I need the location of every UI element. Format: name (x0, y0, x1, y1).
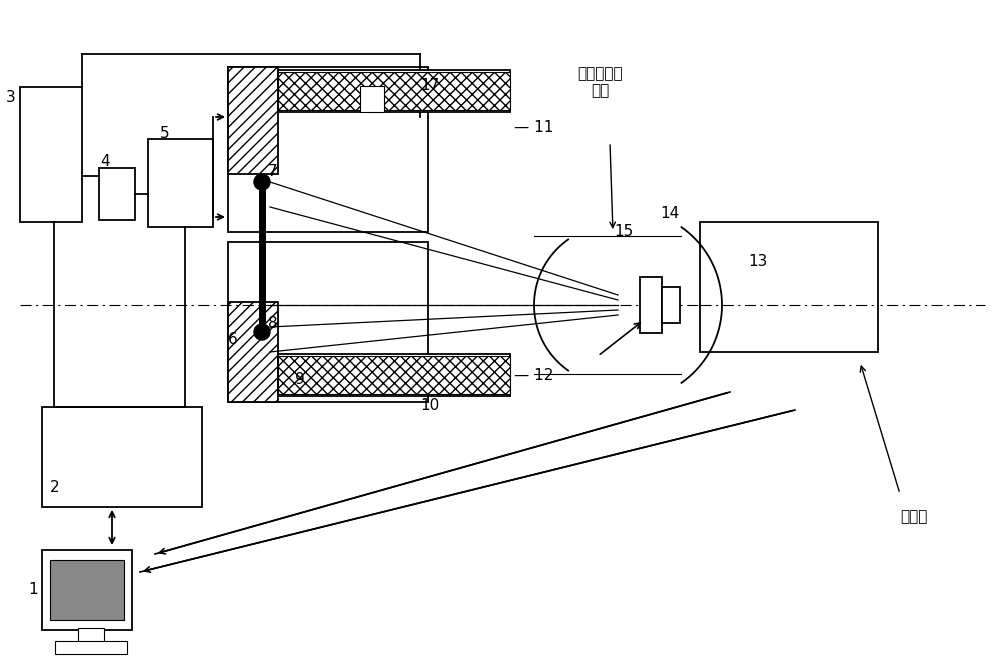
Bar (42, 550, 132, 630)
Text: 15: 15 (614, 224, 633, 239)
Bar (20, 87, 82, 222)
Text: 14: 14 (660, 206, 679, 222)
Bar (78, 628, 104, 642)
Bar (50, 560, 124, 620)
Text: 3: 3 (6, 89, 16, 105)
Text: 1: 1 (28, 583, 38, 597)
Bar (640, 277, 662, 333)
Bar (228, 302, 278, 402)
Text: 5: 5 (160, 126, 170, 142)
Bar (228, 242, 428, 402)
Bar (278, 72, 510, 110)
Bar (278, 354, 510, 396)
Text: — 12: — 12 (514, 368, 553, 384)
Text: 9: 9 (295, 372, 305, 388)
Text: 13: 13 (748, 255, 767, 269)
Text: — 11: — 11 (514, 120, 553, 134)
Text: 7: 7 (268, 165, 278, 179)
Bar (148, 139, 213, 227)
Bar (42, 407, 202, 507)
Text: 17: 17 (420, 77, 439, 93)
Text: 8: 8 (268, 317, 278, 331)
Bar (55, 641, 127, 654)
Text: 4: 4 (100, 155, 110, 169)
Bar (278, 70, 510, 112)
Text: 2: 2 (50, 480, 60, 495)
Circle shape (254, 174, 270, 190)
Text: 10: 10 (420, 398, 439, 413)
Bar (700, 222, 878, 352)
Bar (662, 287, 680, 323)
Bar (278, 356, 510, 394)
Bar (99, 168, 135, 220)
Text: 6: 6 (228, 331, 238, 347)
Bar (360, 86, 384, 112)
Bar (228, 67, 428, 232)
Bar (228, 67, 278, 174)
Circle shape (254, 324, 270, 340)
Text: 聚焦后的激
光束: 聚焦后的激 光束 (577, 66, 623, 98)
Text: 中轴线: 中轴线 (900, 509, 927, 525)
